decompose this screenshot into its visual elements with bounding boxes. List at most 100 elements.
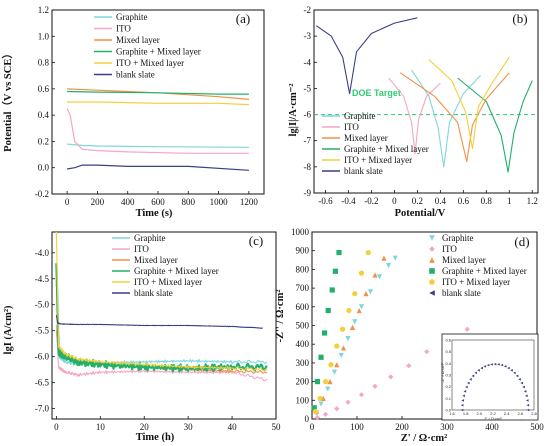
panel-b-ytick-label: -7 <box>304 136 312 146</box>
panel-d-point-ito-mixed-layer <box>328 362 334 368</box>
panel-d-ytick-label: 800 <box>296 264 310 274</box>
panel-d-point-graphite <box>352 319 358 325</box>
panel-c-ytick-label: -7.0 <box>35 404 50 414</box>
panel-d-point-ito-mixed-layer <box>334 343 340 349</box>
panel-b-series-ito <box>388 77 441 155</box>
panel-b-ytick-label: -4 <box>304 57 312 67</box>
panel-a-xtick-label: 200 <box>91 197 105 207</box>
panel-d-point-mixed-layer <box>349 324 356 330</box>
panel-b-ytick-label: -3 <box>304 31 312 41</box>
panel-c-ytick-label: -4.0 <box>35 248 50 258</box>
panel-d-inset-point <box>465 385 468 389</box>
panel-d-point-graphite-mixed-layer <box>325 307 331 314</box>
panel-c-ytick-label: -4.5 <box>35 274 50 284</box>
panel-d-point-graphite <box>318 401 324 407</box>
panel-d-point-ito <box>388 374 394 380</box>
panel-b-legend-label: Graphite + Mixed layer <box>344 144 429 154</box>
panel-d-ytick-label: 400 <box>296 339 310 349</box>
panel-d-inset-xtick: 2.8 <box>531 411 537 416</box>
panel-d-inset-xtick: 2.0 <box>477 411 483 416</box>
panel-b-ytick-label: -8 <box>304 162 312 172</box>
panel-d-inset-point <box>526 403 530 407</box>
panel-d-point-graphite <box>345 335 351 342</box>
panel-d-point-ito <box>345 399 351 405</box>
panel-b-ylabel: lg|I|/A·cm⁻² <box>288 84 299 137</box>
panel-d-point-graphite <box>325 386 331 392</box>
panel-d-point-ito <box>334 406 340 412</box>
panel-d-point-ito-mixed-layer <box>352 291 358 297</box>
panel-d-point-ito <box>406 363 412 369</box>
panel-c-xtick-label: 0 <box>54 422 59 432</box>
panel-a-label: (a) <box>236 11 250 26</box>
panel-b-legend-label: blank slate <box>344 166 383 176</box>
panel-d-point-graphite-mixed-layer <box>318 354 324 360</box>
panel-a-xtick-label: 600 <box>151 197 165 207</box>
panel-b-xtick-label: 0 <box>392 196 397 206</box>
panel-d-inset-point <box>526 408 530 412</box>
panel-d-legend-label: Mixed layer <box>442 255 486 265</box>
panel-d-inset-xtick: 2.6 <box>518 411 524 416</box>
panel-d-ytick-label: 1000 <box>291 227 310 237</box>
panel-d-ytick-label: 500 <box>296 321 310 331</box>
panel-c-xtick-label: 20 <box>140 422 150 432</box>
panel-d-legend-label: blank slate <box>442 288 481 298</box>
panel-d: -Z'' / Ω·cm² Z' / Ω·cm² (d) <box>275 234 530 444</box>
panel-a-ytick-label: 0.0 <box>38 163 50 173</box>
panel-c-ytick-label: -5.0 <box>35 300 50 310</box>
panel-a-series-ito-mixed-layer <box>67 101 249 106</box>
panel-a-series-graphite-mixed-layer <box>67 90 249 95</box>
panel-a-xlabel: Time (s) <box>136 208 173 219</box>
panel-a-legend-label: ITO + Mixed layer <box>116 58 184 68</box>
panel-a-xtick-label: 1200 <box>240 197 259 207</box>
panel-d-point-ito <box>358 392 365 398</box>
panel-b-xtick-label: 0.6 <box>458 196 470 206</box>
panel-d-point-ito <box>372 383 378 389</box>
panel-d-inset-point <box>518 378 521 381</box>
panel-b-ytick-label: -5 <box>304 83 312 93</box>
panel-d-legend-label: Graphite + Mixed layer <box>442 266 527 276</box>
panel-d-legend-marker <box>429 235 435 241</box>
panel-d-inset-ytick: 0.1 <box>445 396 451 401</box>
panel-c-ytick-label: -6.0 <box>35 352 50 362</box>
panel-d-point-ito <box>322 411 329 417</box>
panel-d-point-ito-mixed-layer <box>365 249 371 256</box>
panel-d-point-ito <box>464 326 470 332</box>
panel-d-point-graphite-mixed-layer <box>336 249 342 256</box>
panel-d-inset-point <box>525 394 528 398</box>
panel-d-inset-point <box>497 363 500 366</box>
panel-d-inset-axes <box>451 339 535 411</box>
panel-d-point-ito-mixed-layer <box>340 326 346 332</box>
panel-b-legend-label: Graphite <box>344 111 376 121</box>
panel-d-inset-point <box>503 365 507 368</box>
panel-a-ytick-label: 1.2 <box>38 5 49 15</box>
panel-d-point-ito <box>424 349 430 355</box>
panel-d-ytick-label: 100 <box>296 395 310 405</box>
panel-b-xtick-label: -0.6 <box>318 196 333 206</box>
panel-c-xtick-label: 40 <box>228 422 238 432</box>
panel-a-ytick-label: 0.8 <box>38 58 50 68</box>
panel-d-inset-point <box>483 365 487 368</box>
panel-d-inset-point <box>507 366 510 370</box>
panel-d-ytick-label: 900 <box>296 246 310 256</box>
panel-c-legend-label: blank slate <box>134 288 173 298</box>
panel-b-xtick-label: 0.4 <box>435 196 447 206</box>
panel-d-legend-marker <box>429 257 435 263</box>
doe-target-label: DOE Target <box>352 88 401 98</box>
panel-c-xtick-label: 10 <box>96 422 106 432</box>
panel-b-ytick-label: -2 <box>304 5 312 15</box>
panel-d-point-graphite-mixed-layer <box>329 287 335 293</box>
panel-d-inset-point <box>467 381 470 385</box>
panel-c-legend-label: ITO <box>134 244 149 254</box>
panel-b-xtick-label: 0.8 <box>481 196 493 206</box>
panel-b-xtick-label: 1.2 <box>527 196 538 206</box>
panel-c-ytick-label: -5.5 <box>35 326 50 336</box>
panel-a-ytick-label: 1.0 <box>38 31 50 41</box>
panel-d-inset-point <box>462 394 465 398</box>
panel-d-point-graphite-mixed-layer <box>322 330 328 336</box>
panel-c-legend-label: ITO + Mixed layer <box>134 277 202 287</box>
panel-a-legend-label: ITO <box>116 24 131 34</box>
panel-d-point-ito-mixed-layer <box>322 379 329 385</box>
panel-d-inset-point <box>500 363 504 367</box>
panel-d-legend-marker <box>429 246 435 252</box>
